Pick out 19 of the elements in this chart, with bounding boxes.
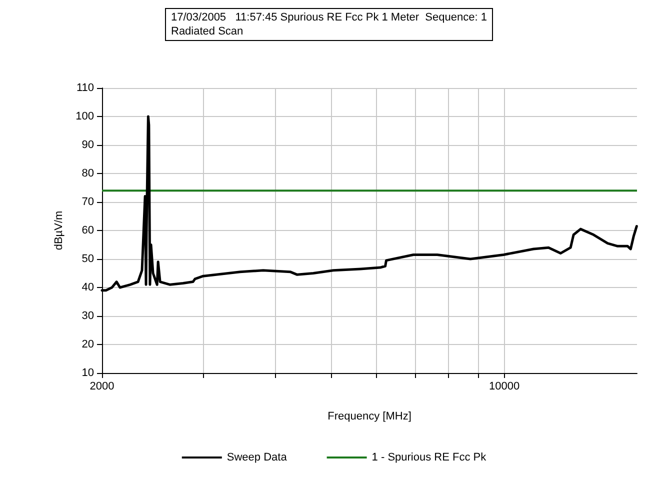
y-tick-label: 40 <box>82 282 94 294</box>
y-tick-label: 30 <box>82 310 94 322</box>
legend-label: 1 - Spurious RE Fcc Pk <box>372 452 487 464</box>
y-tick-label: 90 <box>82 139 94 151</box>
x-axis-title: Frequency [MHz] <box>328 410 412 422</box>
y-tick-label: 100 <box>76 110 94 122</box>
y-tick-label: 20 <box>82 338 94 350</box>
y-tick-label: 70 <box>82 196 94 208</box>
x-tick-label: 2000 <box>90 380 114 392</box>
y-tick-label: 50 <box>82 253 94 265</box>
y-tick-label: 110 <box>76 82 94 94</box>
y-axis-title: dBµV/m <box>53 210 66 250</box>
legend-label: Sweep Data <box>226 452 288 464</box>
chart-title: 17/03/2005 11:57:45 Spurious RE Fcc Pk 1 Meter Sequence: 1 <box>171 12 487 24</box>
y-tick-label: 80 <box>82 168 94 180</box>
x-tick-label: 10000 <box>489 380 520 392</box>
y-tick-label: 10 <box>82 367 94 379</box>
y-tick-label: 60 <box>82 224 94 236</box>
chart-subtitle: Radiated Scan <box>171 26 244 38</box>
